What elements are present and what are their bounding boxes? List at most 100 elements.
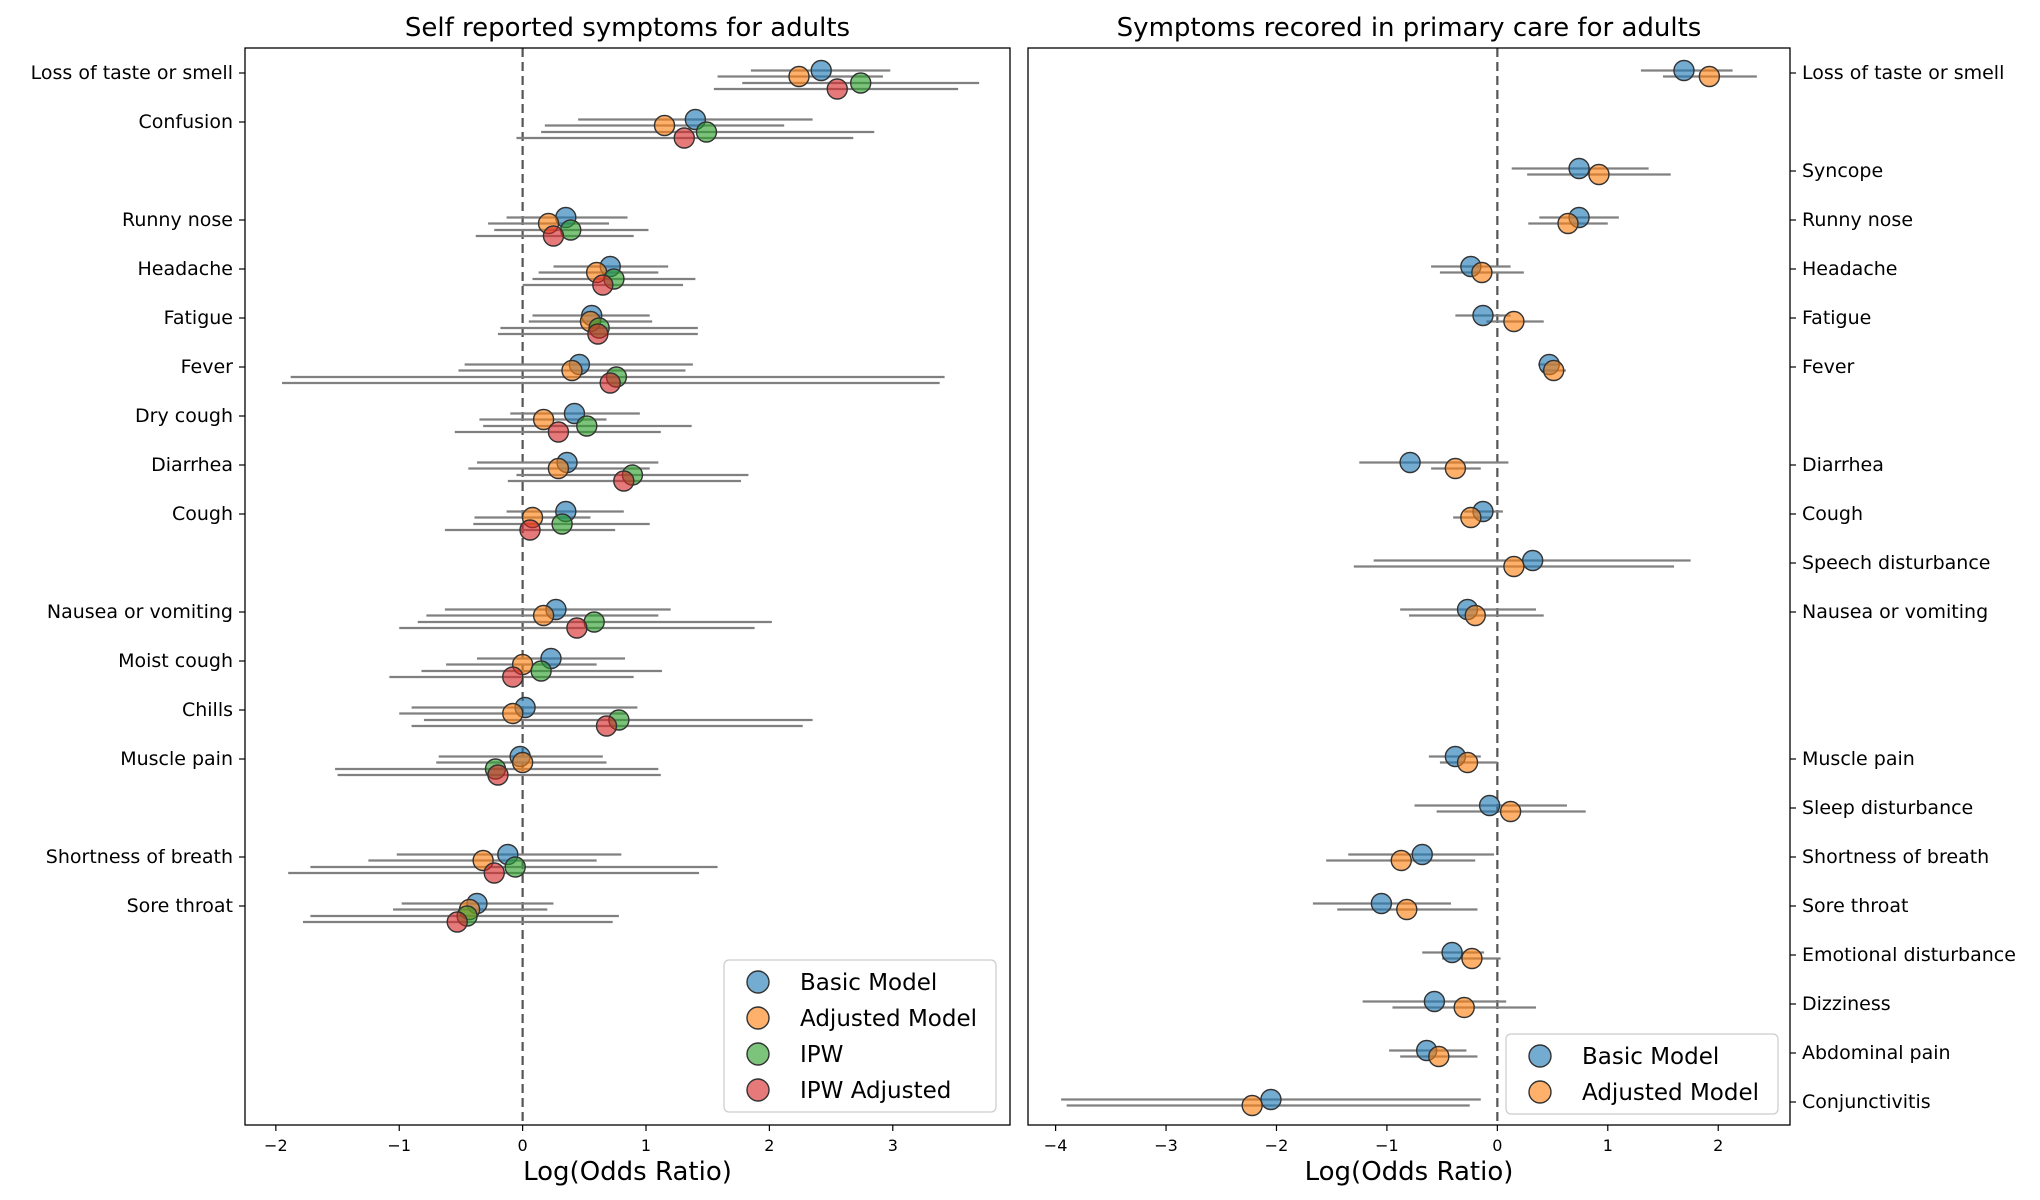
point-ipw-adjusted [487,764,509,786]
point-basic-model [810,59,832,82]
point-adjusted-model [1471,261,1493,284]
legend-label-ipw: IPW [800,1042,843,1068]
point-adjusted-model [653,114,676,137]
point-ipw-adjusted [446,911,468,933]
left-panel-x-tick-label: 0 [518,1136,528,1155]
point-ipw-adjusted [613,470,635,492]
right-panel-legend-box [1505,1033,1779,1115]
legend-label-adjusted-model: Adjusted Model [1582,1080,1759,1106]
category-label-chills: Chills [182,699,233,721]
point-ipw-adjusted [826,78,848,100]
point-adjusted-model [1499,800,1522,823]
right-panel-point-layer [1241,59,1721,1117]
right-panel-x-axis-label: Log(Odds Ratio) [1305,1157,1514,1187]
category-label-fatigue: Fatigue [1802,307,1871,329]
category-label-nausea-or-vomiting: Nausea or vomiting [1802,601,1988,623]
point-ipw [850,72,872,94]
point-adjusted-model [1557,212,1579,235]
point-adjusted-model [547,457,570,480]
point-basic-model [1260,1088,1282,1111]
point-ipw-adjusted [502,666,524,688]
point-adjusted-model [561,359,583,382]
point-adjusted-model [511,751,534,774]
point-adjusted-model [1428,1045,1450,1068]
legend-label-basic-model: Basic Model [800,970,937,996]
category-label-runny-nose: Runny nose [1802,209,1913,231]
legend-marker-basic-model [1528,1044,1552,1068]
right-panel-tick-layer: −4 −3 −2 −1 0 1 2 [1044,1125,1723,1155]
point-adjusted-model [1396,898,1418,921]
point-basic-model [1423,990,1446,1013]
left-panel-x-tick-label: 1 [641,1136,651,1155]
point-adjusted-model [1461,947,1483,970]
category-label-muscle-pain: Muscle pain [120,748,233,770]
point-adjusted-model [1456,751,1479,774]
category-label-diarrhea: Diarrhea [1802,454,1884,476]
category-label-emotional-disturbance: Emotional disturbance [1802,944,2016,966]
point-ipw-adjusted [673,127,695,149]
category-label-shortness-of-breath: Shortness of breath [1802,846,1989,868]
category-label-cough: Cough [172,503,233,525]
point-ipw-adjusted [599,372,621,394]
point-adjusted-model [1390,849,1412,872]
point-basic-model [1411,843,1433,866]
legend-marker-ipw [746,1042,770,1066]
point-adjusted-model [1542,359,1565,382]
legend-marker-adjusted-model [746,1006,770,1030]
legend-label-adjusted-model: Adjusted Model [800,1006,977,1032]
point-adjusted-model [532,604,555,627]
point-basic-model [1370,892,1393,915]
category-label-diarrhea: Diarrhea [151,454,233,476]
right-panel-x-tick-label: −3 [1154,1136,1178,1155]
right-panel: −4 −3 −2 −1 0 1 2 Loss of taste or smell Syncop… [1027,13,2016,1187]
left-panel-category-labels: Loss of taste or smell Confusion Runny nos… [31,62,245,917]
left-panel-frame [244,47,1011,1126]
right-panel-x-tick-label: 1 [1603,1136,1613,1155]
right-panel-frame [1027,47,1791,1126]
point-ipw-adjusted [592,274,614,296]
point-ipw-adjusted [519,519,541,541]
point-adjusted-model [1460,506,1482,529]
left-panel-tick-layer: −2 −1 0 1 2 3 [264,1125,898,1155]
legend-marker-ipw-adjusted [746,1078,770,1102]
point-adjusted-model [788,65,810,88]
point-ipw [576,415,598,437]
right-panel-x-tick-label: −1 [1375,1136,1399,1155]
point-basic-model [1472,304,1494,327]
category-label-syncope: Syncope [1802,160,1883,182]
legend-label-ipw-adjusted: IPW Adjusted [800,1078,951,1104]
point-adjusted-model [502,702,524,725]
point-ipw [530,660,552,682]
category-label-cough: Cough [1802,503,1863,525]
legend-marker-adjusted-model [1528,1080,1552,1104]
category-label-muscle-pain: Muscle pain [1802,748,1915,770]
left-panel-x-tick-label: 3 [888,1136,898,1155]
point-adjusted-model [1453,996,1475,1019]
category-label-fatigue: Fatigue [164,307,233,329]
point-basic-model [1568,157,1590,180]
category-label-sleep-disturbance: Sleep disturbance [1802,797,1973,819]
right-panel-title: Symptoms recored in primary care for adu… [1117,13,1702,43]
point-ipw [504,856,526,878]
point-basic-model [1521,549,1544,572]
point-ipw-adjusted [587,323,609,345]
left-panel-x-tick-label: 2 [764,1136,774,1155]
category-label-confusion: Confusion [138,111,233,133]
right-panel-x-tick-label: −4 [1044,1136,1068,1155]
right-panel-x-tick-label: 2 [1713,1136,1723,1155]
point-basic-model [1478,794,1501,817]
legend-marker-basic-model [746,970,770,994]
left-panel-point-layer [446,59,872,933]
point-ipw-adjusted [595,715,618,737]
category-label-moist-cough: Moist cough [118,650,233,672]
right-panel-legend: Basic Model Adjusted Model [1505,1033,1779,1115]
point-ipw-adjusted [483,862,505,884]
left-panel: −2 −1 0 1 2 3 Loss of taste or smell Confusion… [31,13,1011,1187]
category-label-nausea-or-vomiting: Nausea or vomiting [47,601,233,623]
right-panel-x-tick-label: −2 [1265,1136,1289,1155]
category-label-sore-throat: Sore throat [127,895,233,917]
category-label-sore-throat: Sore throat [1802,895,1908,917]
point-adjusted-model [1444,457,1467,480]
left-panel-title: Self reported symptoms for adults [405,13,850,43]
